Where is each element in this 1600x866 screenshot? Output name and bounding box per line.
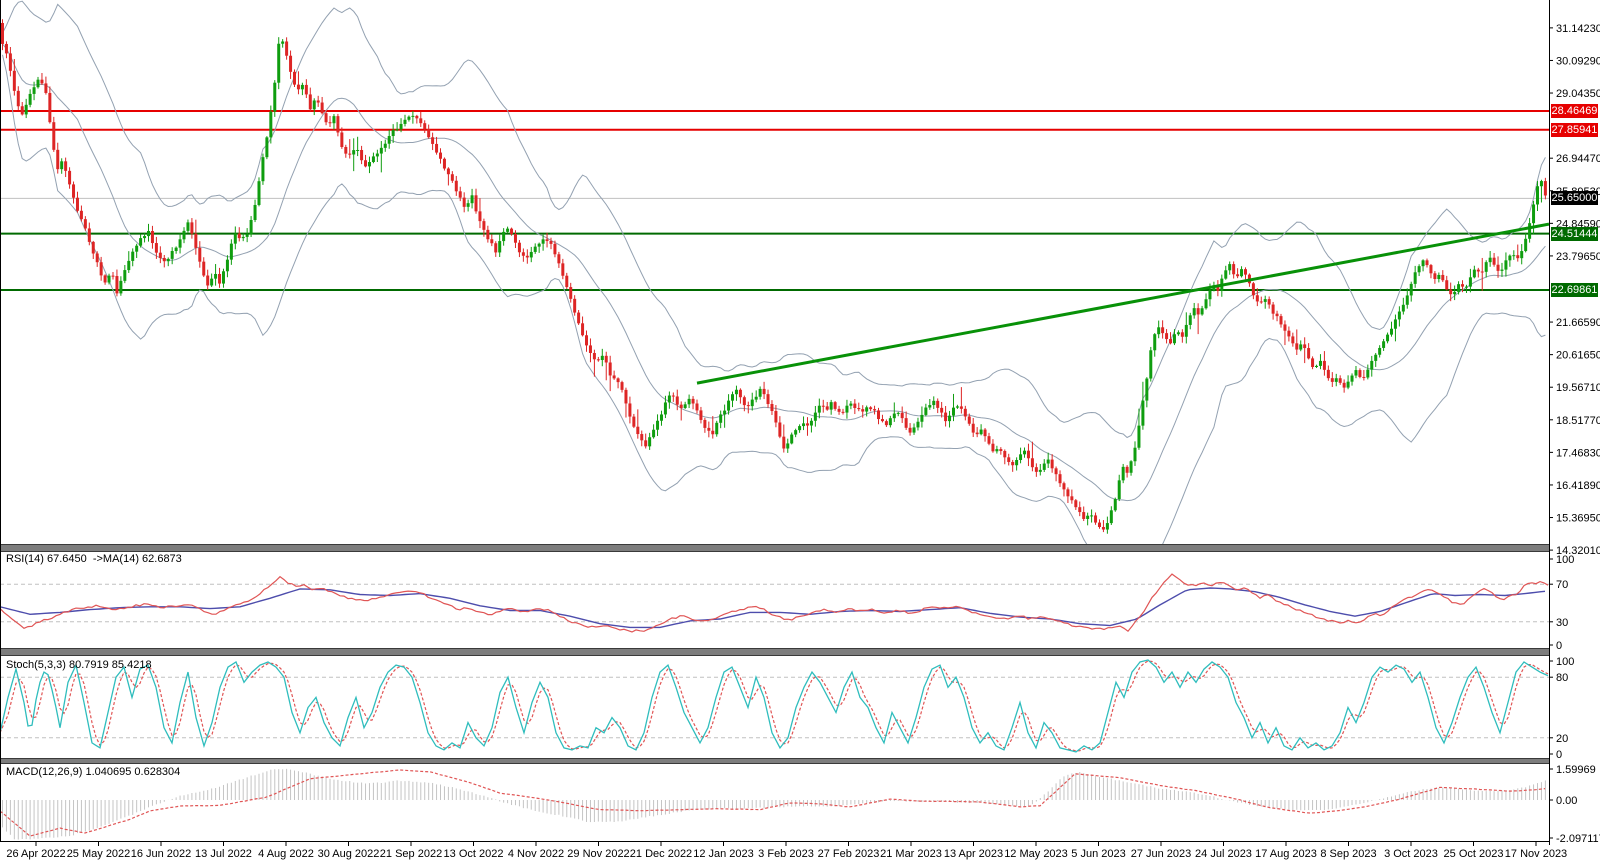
stoch-axis-label: 0 — [1556, 749, 1562, 761]
stoch-k-line — [0, 659, 1549, 753]
x-axis-label[interactable]: 3 Feb 2023 — [758, 848, 814, 860]
macd-axis-label: 1.59969 — [1556, 764, 1596, 776]
x-axis-label[interactable]: 4 Nov 2022 — [508, 848, 564, 860]
x-axis-label[interactable]: 26 Apr 2022 — [6, 848, 65, 860]
x-axis-label[interactable]: 3 Oct 2023 — [1384, 848, 1438, 860]
candlestick-series — [1, 19, 1547, 534]
price-tag-resistance-1[interactable]: 28.46469 — [1551, 104, 1598, 118]
x-axis-label[interactable]: 13 Jul 2022 — [195, 848, 252, 860]
stoch-d-line — [0, 660, 1549, 752]
price-axis-label: 17.46830 — [1556, 447, 1600, 459]
x-axis-label[interactable]: 25 May 2022 — [67, 848, 131, 860]
macd-axis-label: 0.00 — [1556, 795, 1577, 807]
chart-frame — [0, 0, 1550, 845]
bollinger-middle-band — [2, 43, 1546, 502]
rsi-axis-label: 30 — [1556, 617, 1568, 629]
price-tag-resistance-2[interactable]: 27.85941 — [1551, 123, 1598, 137]
x-axis-label[interactable]: 30 Aug 2022 — [318, 848, 380, 860]
x-axis-label[interactable]: 12 Jan 2023 — [693, 848, 754, 860]
price-axis-label: 20.61650 — [1556, 350, 1600, 362]
x-axis-label[interactable]: 8 Sep 2023 — [1320, 848, 1376, 860]
stoch-axis-label: 100 — [1556, 656, 1574, 668]
rsi-line — [0, 573, 1549, 633]
x-axis-label[interactable]: 17 Aug 2023 — [1255, 848, 1317, 860]
price-axis-label: 29.04350 — [1556, 88, 1600, 100]
stochastic-pane — [0, 659, 1549, 753]
x-axis-label[interactable]: 17 Nov 2023 — [1505, 848, 1567, 860]
bollinger-bands — [2, 0, 1546, 544]
macd-signal-line — [0, 769, 1546, 837]
stoch-indicator-label: Stoch(5,3,3) 80.7919 85.4218 — [6, 659, 152, 671]
macd-axis-label: -2.097117 — [1556, 833, 1600, 845]
price-axis-label: 21.66590 — [1556, 317, 1600, 329]
pane-separator[interactable] — [0, 758, 1550, 764]
x-axis-label[interactable]: 21 Dec 2022 — [630, 848, 692, 860]
x-axis-label[interactable]: 13 Oct 2022 — [444, 848, 504, 860]
x-axis-label[interactable]: 21 Mar 2023 — [880, 848, 942, 860]
price-axis-label: 31.14230 — [1556, 23, 1600, 35]
stoch-axis-label: 20 — [1556, 733, 1568, 745]
price-axis-label: 14.32010 — [1556, 545, 1600, 557]
pane-separator[interactable] — [0, 648, 1550, 656]
macd-histogram — [2, 768, 1546, 840]
price-axis-label: 16.41890 — [1556, 480, 1600, 492]
x-axis-label[interactable]: 4 Aug 2022 — [258, 848, 314, 860]
price-axis-label: 18.51770 — [1556, 415, 1600, 427]
macd-pane — [0, 768, 1546, 840]
x-axis-label[interactable]: 29 Nov 2022 — [567, 848, 629, 860]
price-axis-label: 15.36950 — [1556, 513, 1600, 525]
x-axis-label[interactable]: 27 Feb 2023 — [818, 848, 880, 860]
ascending-trendline[interactable] — [696, 222, 1549, 385]
stoch-axis-label: 80 — [1556, 672, 1568, 684]
x-axis-label[interactable]: 5 Jun 2023 — [1071, 848, 1125, 860]
price-tag-current: 25.65000 — [1551, 191, 1598, 205]
x-axis-label[interactable]: 21 Sep 2022 — [380, 848, 442, 860]
price-tag-support-2[interactable]: 22.69861 — [1551, 283, 1598, 297]
price-axis-label: 19.56710 — [1556, 382, 1600, 394]
axes-labels: 31.1423030.0929029.0435026.9447025.89530… — [6, 23, 1600, 860]
price-axis-label: 30.09290 — [1556, 55, 1600, 67]
rsi-ma-line — [0, 587, 1546, 629]
x-axis-label[interactable]: 25 Oct 2023 — [1444, 848, 1504, 860]
price-tag-support-1[interactable]: 24.51444 — [1551, 227, 1598, 241]
bollinger-lower-band — [2, 54, 1546, 544]
rsi-indicator-label: RSI(14) 67.6450 ->MA(14) 62.6873 — [6, 553, 182, 565]
main-price-pane — [0, 0, 1549, 544]
rsi-pane — [0, 573, 1549, 633]
bollinger-upper-band — [2, 0, 1546, 439]
rsi-axis-label: 70 — [1556, 579, 1568, 591]
price-axis-label: 23.79650 — [1556, 251, 1600, 263]
rsi-axis-label: 0 — [1556, 640, 1562, 652]
x-axis-label[interactable]: 24 Jul 2023 — [1195, 848, 1252, 860]
macd-indicator-label: MACD(12,26,9) 1.040695 0.628304 — [6, 766, 181, 778]
price-axis-label: 26.94470 — [1556, 153, 1600, 165]
rsi-axis-label: 100 — [1556, 554, 1574, 566]
x-axis-label[interactable]: 27 Jun 2023 — [1131, 848, 1192, 860]
x-axis-label[interactable]: 13 Apr 2023 — [944, 848, 1003, 860]
x-axis-label[interactable]: 16 Jun 2022 — [131, 848, 192, 860]
x-axis-label[interactable]: 12 May 2023 — [1004, 848, 1068, 860]
pane-separator[interactable] — [0, 544, 1550, 552]
